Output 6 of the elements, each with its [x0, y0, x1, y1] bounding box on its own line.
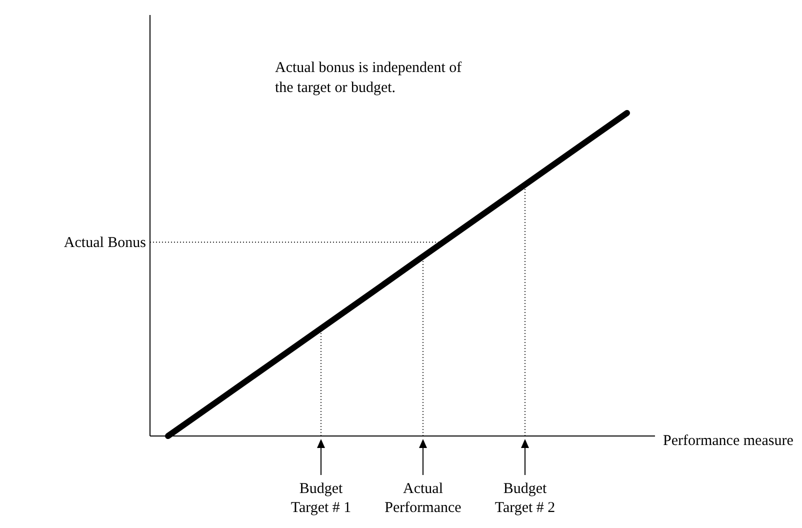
x-tick-label: Budget Target # 2	[494, 481, 556, 516]
x-axis-title: Performance measure	[663, 433, 794, 449]
x-tick-label: Budget Target # 1	[290, 481, 352, 516]
x-tick-label: Actual Performance	[384, 481, 462, 516]
ref-line-label: Actual Bonus	[64, 235, 146, 252]
text: Actual bonus is independent of the target or budget.	[275, 60, 462, 96]
